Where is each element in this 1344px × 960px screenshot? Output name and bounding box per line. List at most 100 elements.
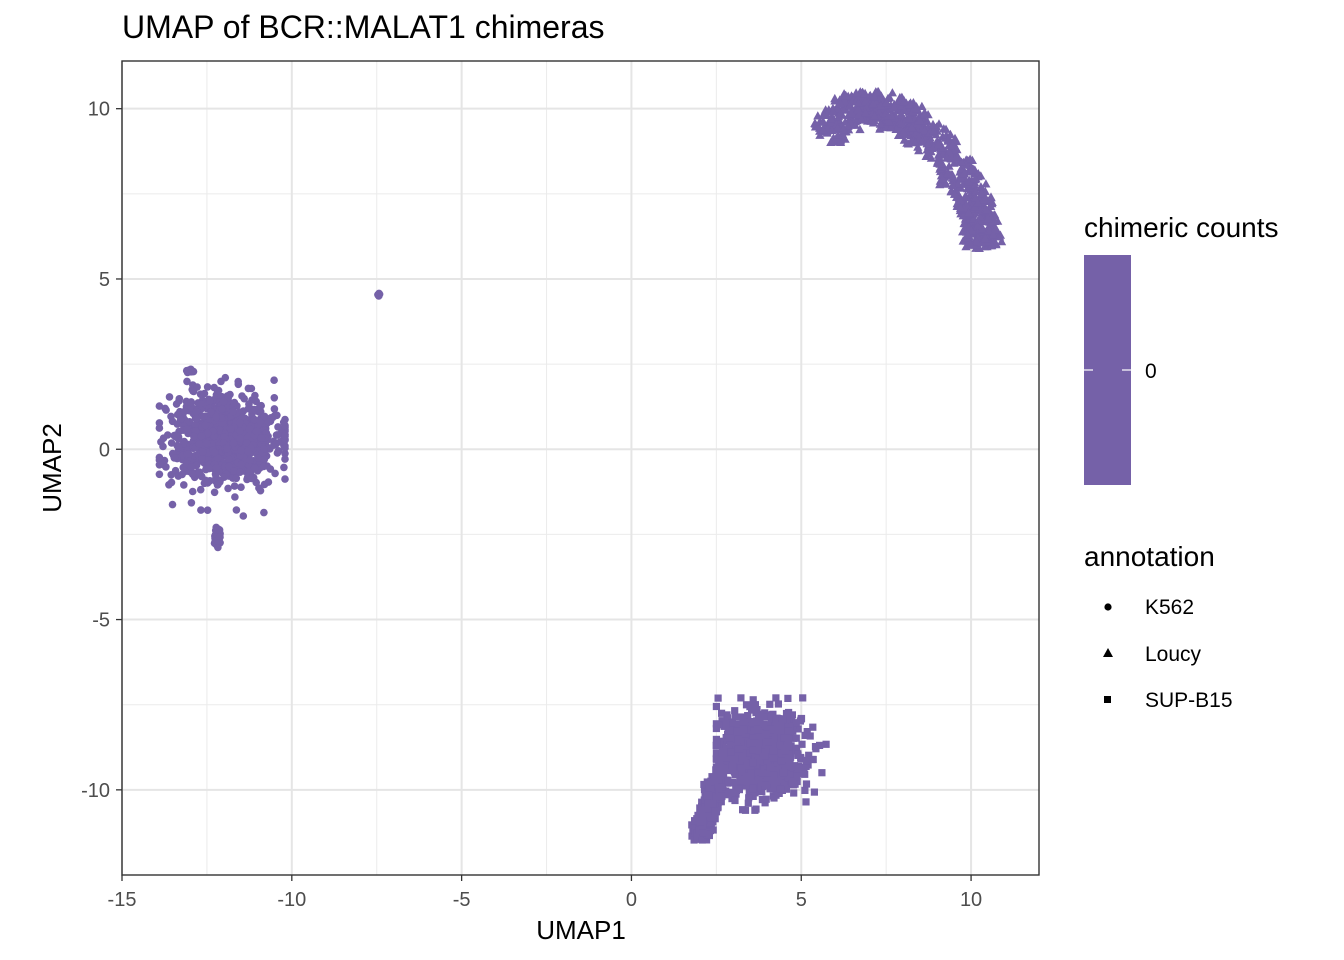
k562-point <box>212 463 221 472</box>
k562-point <box>270 394 279 402</box>
supb15-point <box>754 725 762 734</box>
loucy-point <box>844 101 855 110</box>
k562-point <box>256 417 265 426</box>
supb15-point <box>822 740 830 748</box>
supb15-point <box>738 713 746 721</box>
supb15-point <box>748 777 756 785</box>
supb15-point <box>776 785 785 793</box>
supb15-point <box>723 754 731 762</box>
k562-point <box>216 533 224 541</box>
supb15-point <box>745 788 753 796</box>
k562-point <box>246 456 254 465</box>
loucy-point <box>961 160 971 169</box>
supb15-point <box>696 804 704 812</box>
plot-border <box>121 60 1040 876</box>
loucy-point <box>944 147 954 156</box>
supb15-point <box>802 798 810 806</box>
k562-point <box>236 427 244 435</box>
k562-point <box>230 467 238 475</box>
k562-point <box>232 506 241 514</box>
supb15-point <box>806 732 814 740</box>
supb15-point <box>704 799 712 807</box>
supb15-point <box>729 779 737 787</box>
loucy-point <box>997 236 1007 246</box>
supb15-point <box>778 715 787 724</box>
supb15-point <box>808 755 816 764</box>
loucy-point <box>904 114 914 123</box>
supb15-point <box>793 772 801 780</box>
supb15-point <box>705 819 713 827</box>
supb15-point <box>784 727 792 735</box>
y-tick-label: 5 <box>99 269 110 291</box>
loucy-point <box>898 127 909 136</box>
supb15-point <box>703 830 712 839</box>
k562-point <box>162 406 170 414</box>
k562-point <box>252 397 260 406</box>
k562-point <box>247 474 256 483</box>
supb15-point <box>735 745 743 753</box>
k562-point <box>207 408 215 416</box>
k562-point <box>155 419 164 427</box>
loucy-point <box>935 180 945 189</box>
supb15-point <box>691 817 699 825</box>
supb15-point <box>801 770 809 778</box>
loucy-point <box>943 136 953 145</box>
loucy-point <box>950 133 960 142</box>
k562-point <box>224 484 232 493</box>
k562-point <box>197 506 205 514</box>
k562-point <box>236 468 244 477</box>
supb15-point <box>770 771 778 779</box>
supb15-point <box>760 747 768 755</box>
supb15-point <box>711 785 719 793</box>
loucy-point <box>959 168 969 178</box>
loucy-point <box>963 230 973 239</box>
supb15-point <box>743 773 751 781</box>
supb15-point <box>783 716 791 724</box>
supb15-point <box>788 770 796 778</box>
supb15-point <box>719 737 727 745</box>
supb15-point <box>718 771 726 779</box>
k562-point <box>237 483 245 492</box>
loucy-point <box>854 98 864 107</box>
supb15-point <box>725 734 733 742</box>
y-axis-label: UMAP2 <box>37 423 67 513</box>
supb15-point <box>774 775 782 783</box>
supb15-point <box>718 783 726 791</box>
k562-point <box>260 412 269 421</box>
k562-point <box>281 449 289 458</box>
supb15-point <box>762 721 770 729</box>
supb15-point <box>733 727 741 736</box>
loucy-point <box>904 99 914 109</box>
legend-label-k562: K562 <box>1145 596 1194 619</box>
loucy-point <box>926 153 936 162</box>
supb15-point <box>801 786 809 794</box>
loucy-point <box>861 103 871 112</box>
supb15-point <box>718 792 726 801</box>
supb15-point <box>785 764 793 772</box>
supb15-point <box>761 709 769 717</box>
k562-point <box>203 429 212 438</box>
loucy-point <box>913 142 923 151</box>
loucy-point <box>919 125 930 135</box>
supb15-point <box>782 785 790 793</box>
supb15-point <box>749 792 757 800</box>
x-tick-label: 10 <box>960 889 982 911</box>
supb15-point <box>758 788 766 796</box>
k562-point <box>155 461 164 469</box>
k562-point <box>232 474 241 483</box>
k562-point <box>244 447 252 456</box>
supb15-point <box>749 719 757 727</box>
supb15-point <box>784 694 792 702</box>
loucy-point <box>896 109 906 119</box>
k562-point <box>221 373 230 382</box>
supb15-point <box>816 741 824 749</box>
loucy-point <box>869 92 879 101</box>
loucy-point <box>945 129 955 138</box>
loucy-point <box>982 205 992 214</box>
supb15-point <box>717 741 725 750</box>
x-tick-label: 0 <box>626 889 637 911</box>
loucy-point <box>815 130 825 139</box>
loucy-point <box>929 142 939 151</box>
loucy-point <box>827 125 837 134</box>
supb15-point <box>714 694 722 702</box>
